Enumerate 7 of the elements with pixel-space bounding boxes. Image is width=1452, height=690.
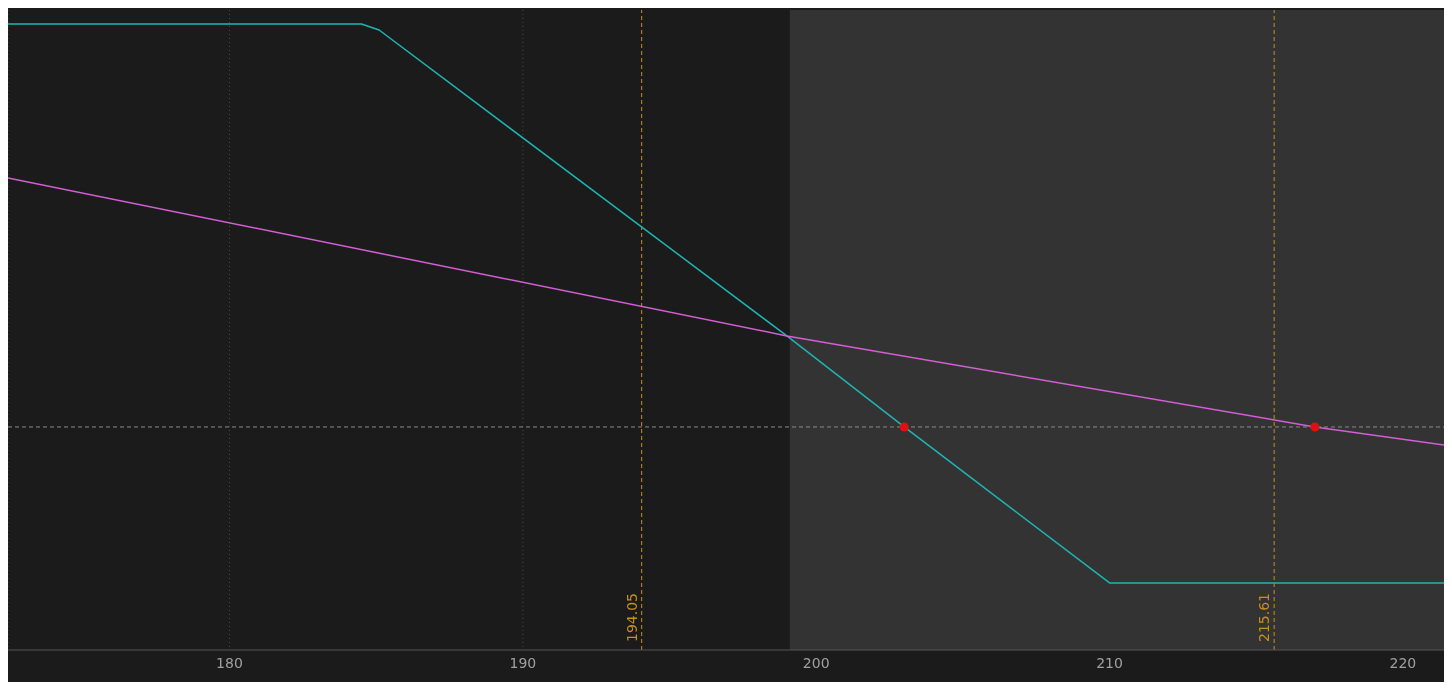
x-tick-label: 210 [1096, 654, 1123, 671]
x-tick-label: 190 [509, 654, 537, 671]
x-tick-label: 220 [1389, 654, 1417, 671]
x-tick-label: 200 [802, 654, 830, 671]
x-tick-label: 180 [216, 654, 243, 671]
ref-line-label: 215.61 [1256, 593, 1273, 642]
ref-line-label: 194.05 [623, 593, 640, 642]
